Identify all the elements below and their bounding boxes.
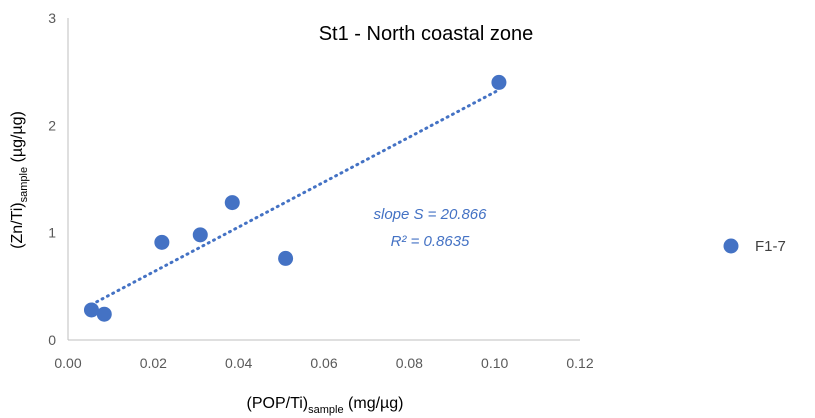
data-point bbox=[96, 306, 112, 322]
slope-annotation: slope S = 20.866 bbox=[373, 206, 487, 223]
x-axis-title-subscript: sample bbox=[308, 404, 343, 416]
x-axis-title-main: (POP/Ti) bbox=[247, 395, 309, 412]
r-squared-annotation: R² = 0.8635 bbox=[391, 233, 470, 250]
x-tick-label: 0.02 bbox=[140, 355, 167, 371]
x-tick-label: 0.04 bbox=[225, 355, 252, 371]
y-tick-label: 2 bbox=[48, 117, 56, 133]
legend-label-f1-7: F1-7 bbox=[755, 238, 786, 255]
y-tick-label: 3 bbox=[48, 10, 56, 26]
y-axis-title-main: (Zn/Ti) bbox=[9, 202, 26, 249]
y-axis-title-subscript: sample bbox=[18, 167, 30, 202]
data-point bbox=[83, 302, 99, 318]
x-axis-title: (POP/Ti)sample (mg/µg) bbox=[247, 395, 404, 416]
trendline bbox=[89, 88, 501, 307]
data-point bbox=[192, 227, 208, 243]
legend-marker-f1-7 bbox=[723, 238, 739, 254]
data-point bbox=[491, 74, 507, 90]
data-point bbox=[224, 195, 240, 211]
x-tick-labels: 0.00 0.02 0.04 0.06 0.08 0.10 0.12 bbox=[54, 355, 593, 371]
legend: F1-7 bbox=[723, 238, 786, 255]
data-points bbox=[83, 74, 507, 322]
x-tick-label: 0.08 bbox=[396, 355, 423, 371]
y-axis: 0 1 2 3 bbox=[48, 10, 69, 348]
x-tick-label: 0.12 bbox=[566, 355, 593, 371]
y-tick-labels: 0 1 2 3 bbox=[48, 10, 56, 348]
y-tick-label: 1 bbox=[48, 225, 56, 241]
y-axis-title: (Zn/Ti)sample (µg/µg) bbox=[9, 111, 30, 249]
y-tick-label: 0 bbox=[48, 332, 56, 348]
chart-title: St1 - North coastal zone bbox=[319, 23, 534, 45]
data-point bbox=[154, 234, 170, 250]
x-tick-label: 0.10 bbox=[481, 355, 508, 371]
x-tick-label: 0.06 bbox=[310, 355, 337, 371]
x-axis-title-unit: (mg/µg) bbox=[344, 395, 404, 412]
y-axis-title-unit: (µg/µg) bbox=[9, 111, 26, 167]
x-tick-label: 0.00 bbox=[54, 355, 81, 371]
data-point bbox=[278, 250, 294, 266]
x-axis: 0.00 0.02 0.04 0.06 0.08 0.10 0.12 bbox=[54, 339, 594, 371]
